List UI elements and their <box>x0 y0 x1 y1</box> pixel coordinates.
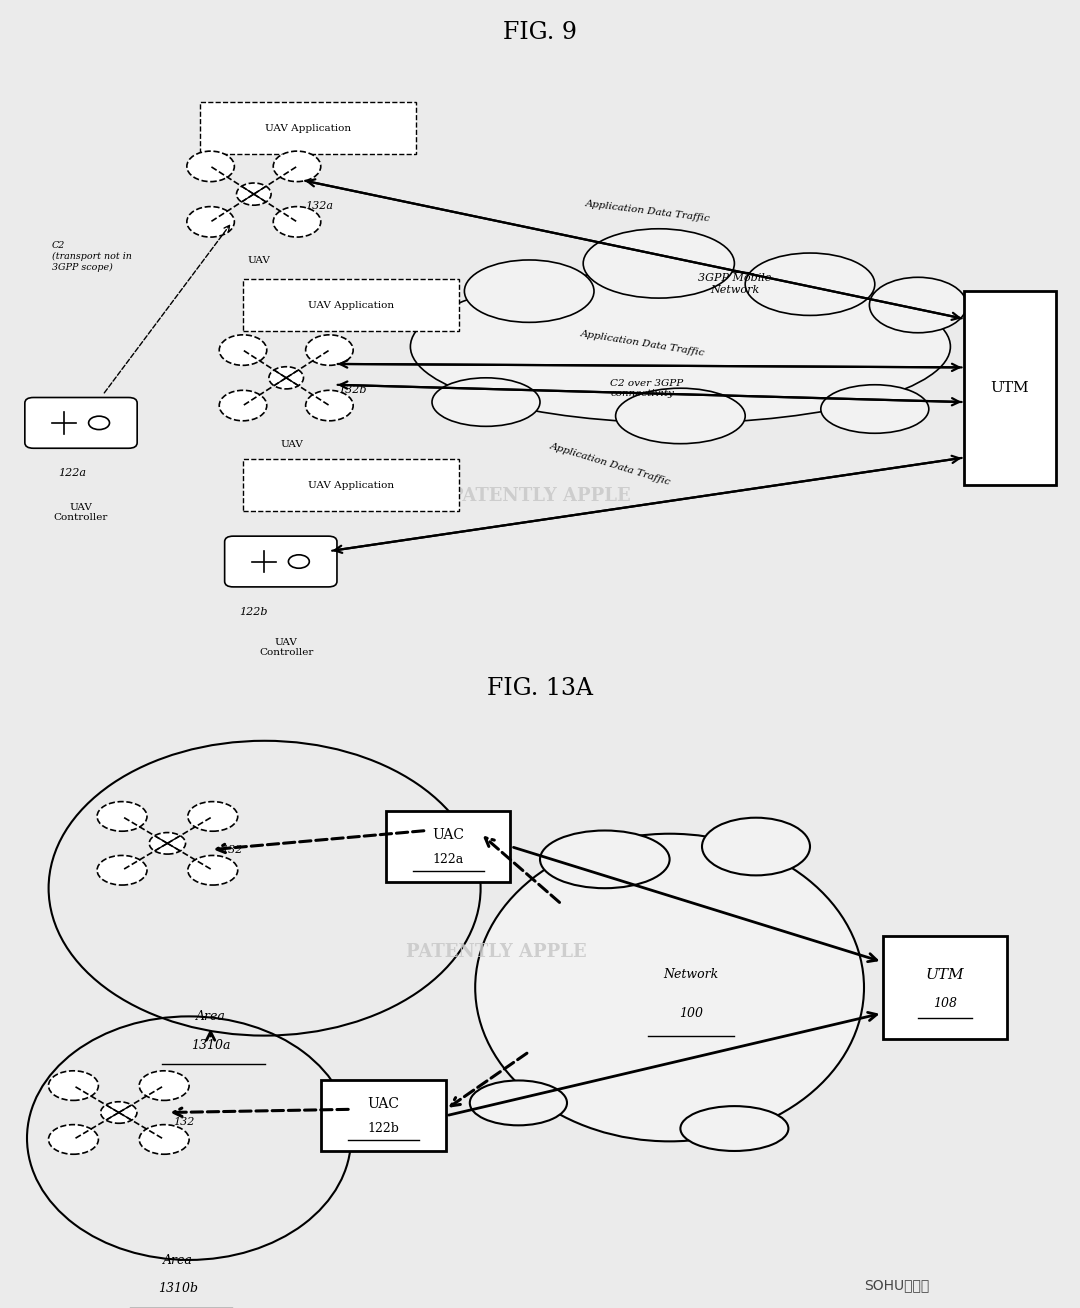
Bar <box>322 1080 446 1151</box>
Bar <box>243 459 459 511</box>
FancyBboxPatch shape <box>225 536 337 587</box>
Ellipse shape <box>470 1080 567 1125</box>
Circle shape <box>97 855 147 886</box>
Text: FIG. 13A: FIG. 13A <box>487 676 593 700</box>
Ellipse shape <box>464 260 594 322</box>
Bar <box>964 292 1056 485</box>
Circle shape <box>100 1101 137 1124</box>
Text: Application Data Traffic: Application Data Traffic <box>585 199 711 224</box>
Circle shape <box>273 152 321 182</box>
Text: 122a: 122a <box>58 468 86 477</box>
Text: 1310b: 1310b <box>158 1282 199 1295</box>
Text: UAC: UAC <box>432 828 464 842</box>
Text: UAV Application: UAV Application <box>308 481 394 489</box>
Text: 122b: 122b <box>240 607 268 616</box>
Text: 122b: 122b <box>367 1122 400 1135</box>
Text: SOHU无人机: SOHU无人机 <box>864 1278 929 1292</box>
Circle shape <box>273 207 321 237</box>
Text: UAV
Controller: UAV Controller <box>259 638 313 657</box>
Bar <box>883 937 1007 1039</box>
Circle shape <box>97 802 147 831</box>
Circle shape <box>139 1125 189 1154</box>
Text: PATENTLY APPLE: PATENTLY APPLE <box>406 943 588 961</box>
Text: Application Data Traffic: Application Data Traffic <box>549 442 672 487</box>
Ellipse shape <box>680 1107 788 1151</box>
Ellipse shape <box>702 818 810 875</box>
Text: UAV
Controller: UAV Controller <box>54 502 108 522</box>
Circle shape <box>219 390 267 421</box>
Text: UAV: UAV <box>247 256 271 266</box>
Text: 108: 108 <box>933 997 957 1010</box>
Circle shape <box>219 335 267 365</box>
Text: Area: Area <box>195 1010 226 1023</box>
Circle shape <box>237 183 271 205</box>
Circle shape <box>188 802 238 831</box>
Text: 100: 100 <box>679 1007 703 1020</box>
Text: Network: Network <box>663 968 719 981</box>
Text: PATENTLY APPLE: PATENTLY APPLE <box>449 487 631 505</box>
Text: 132: 132 <box>173 1117 194 1127</box>
Ellipse shape <box>583 229 734 298</box>
Ellipse shape <box>432 378 540 426</box>
Bar <box>387 811 510 882</box>
Circle shape <box>306 390 353 421</box>
Text: UTM: UTM <box>926 968 964 982</box>
Text: UTM: UTM <box>990 381 1029 395</box>
Ellipse shape <box>475 833 864 1142</box>
Text: UAC: UAC <box>367 1097 400 1112</box>
Circle shape <box>269 366 303 388</box>
Text: Area: Area <box>163 1253 193 1266</box>
Circle shape <box>188 855 238 886</box>
Text: 1310a: 1310a <box>191 1039 230 1052</box>
Ellipse shape <box>616 388 745 443</box>
Text: FIG. 9: FIG. 9 <box>503 21 577 43</box>
Ellipse shape <box>540 831 670 888</box>
Text: 132: 132 <box>221 845 243 854</box>
Text: 132b: 132b <box>338 385 366 395</box>
Text: C2
(transport not in
3GPP scope): C2 (transport not in 3GPP scope) <box>52 242 132 272</box>
Text: Application Data Traffic: Application Data Traffic <box>580 328 705 357</box>
Circle shape <box>49 1125 98 1154</box>
Text: C2 over 3GPP
connectivity: C2 over 3GPP connectivity <box>610 378 684 398</box>
Text: UAV Application: UAV Application <box>308 301 394 310</box>
Circle shape <box>306 335 353 365</box>
Circle shape <box>187 207 234 237</box>
Ellipse shape <box>869 277 967 332</box>
Text: 132a: 132a <box>306 201 334 211</box>
Bar <box>200 102 416 154</box>
Text: UAV Application: UAV Application <box>265 124 351 132</box>
FancyBboxPatch shape <box>25 398 137 449</box>
Bar <box>243 279 459 331</box>
Ellipse shape <box>410 271 950 422</box>
Ellipse shape <box>745 252 875 315</box>
Circle shape <box>49 1071 98 1100</box>
Text: 3GPP Mobile
Network: 3GPP Mobile Network <box>698 273 771 296</box>
Circle shape <box>149 833 186 854</box>
Circle shape <box>187 152 234 182</box>
Text: UAV: UAV <box>280 441 303 449</box>
Circle shape <box>139 1071 189 1100</box>
Text: 122a: 122a <box>433 853 463 866</box>
Ellipse shape <box>821 385 929 433</box>
